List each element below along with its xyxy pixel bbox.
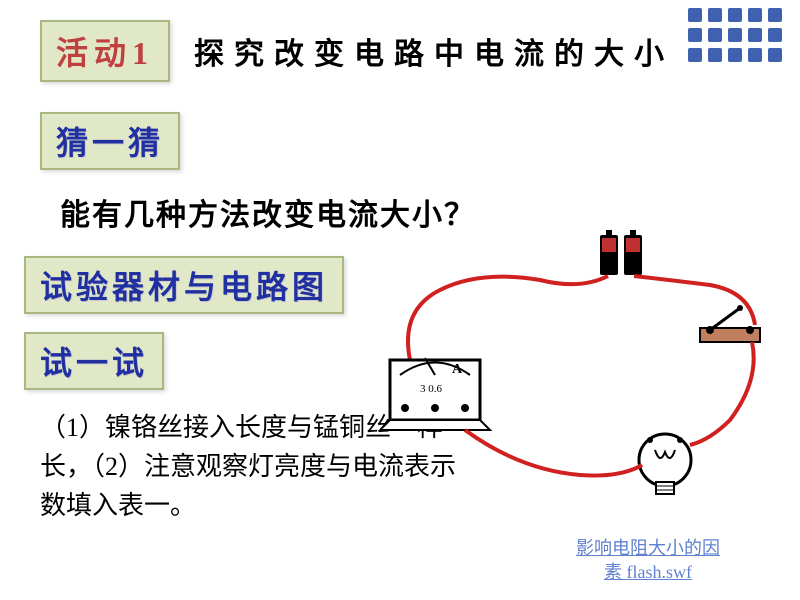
guess-section: 猜一猜 [40, 112, 800, 170]
flash-link-line2: 素 flash.swf [604, 562, 692, 582]
battery-2 [624, 230, 642, 275]
page-title: 探究改变电路中电流的大小 [194, 29, 674, 73]
circuit-diagram: A 3 0.6 [380, 230, 770, 510]
svg-text:3 0.6: 3 0.6 [420, 383, 443, 395]
flash-link[interactable]: 影响电阻大小的因 素 flash.swf [576, 537, 720, 584]
guess-question: 能有几种方法改变电流大小？ [60, 190, 800, 234]
ammeter: A 3 0.6 [380, 358, 490, 430]
equipment-badge: 试验器材与电路图 [24, 256, 344, 314]
battery-1 [600, 230, 618, 275]
wire-left [408, 276, 608, 360]
svg-text:A: A [452, 362, 463, 377]
corner-dots [688, 8, 784, 64]
wire-bottom [465, 430, 642, 476]
wire-right-top [634, 276, 755, 325]
try-badge: 试一试 [24, 332, 164, 390]
flash-link-line1: 影响电阻大小的因 [576, 538, 720, 558]
activity-badge: 活动1 [40, 20, 170, 82]
guess-badge: 猜一猜 [40, 112, 180, 170]
wire-right-bottom [690, 342, 754, 445]
light-bulb [639, 434, 691, 494]
header: 活动1 探究改变电路中电流的大小 [0, 0, 800, 82]
